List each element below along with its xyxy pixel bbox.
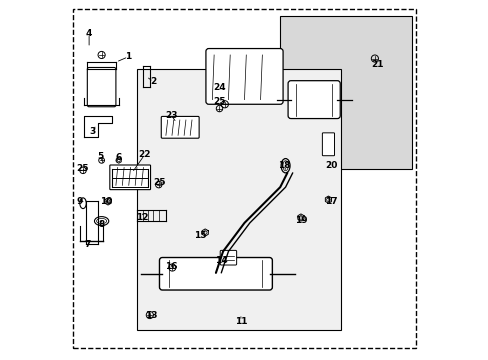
Text: 6: 6 [115,153,122,162]
FancyBboxPatch shape [73,9,415,348]
FancyBboxPatch shape [322,133,334,156]
Text: 21: 21 [370,60,383,69]
Text: 5: 5 [97,152,103,161]
FancyBboxPatch shape [220,250,236,265]
Text: 24: 24 [213,83,225,92]
Text: 12: 12 [136,213,149,222]
Text: 14: 14 [215,256,227,265]
Text: 16: 16 [164,262,177,271]
FancyBboxPatch shape [161,116,199,138]
Text: 8: 8 [98,220,104,229]
Text: 7: 7 [85,240,91,249]
Text: 10: 10 [100,197,112,206]
Text: 22: 22 [138,150,150,159]
Text: 25: 25 [213,97,225,106]
Text: 1: 1 [125,52,131,61]
FancyBboxPatch shape [110,165,150,190]
Text: 18: 18 [277,161,289,170]
FancyBboxPatch shape [87,67,116,107]
Text: 15: 15 [193,231,205,240]
FancyBboxPatch shape [137,69,340,330]
Text: 19: 19 [295,216,307,225]
FancyBboxPatch shape [159,257,272,290]
Text: 11: 11 [234,316,246,325]
FancyBboxPatch shape [205,49,283,104]
Text: 23: 23 [165,111,178,120]
Text: 17: 17 [324,197,337,206]
Text: 25: 25 [153,178,166,187]
FancyBboxPatch shape [280,16,411,169]
Text: 4: 4 [86,29,92,38]
Text: 2: 2 [150,77,156,86]
Text: 25: 25 [76,164,88,173]
Text: 3: 3 [89,127,96,136]
FancyBboxPatch shape [287,81,340,118]
Text: 20: 20 [325,161,337,170]
Text: 9: 9 [76,197,82,206]
Text: 13: 13 [144,311,157,320]
